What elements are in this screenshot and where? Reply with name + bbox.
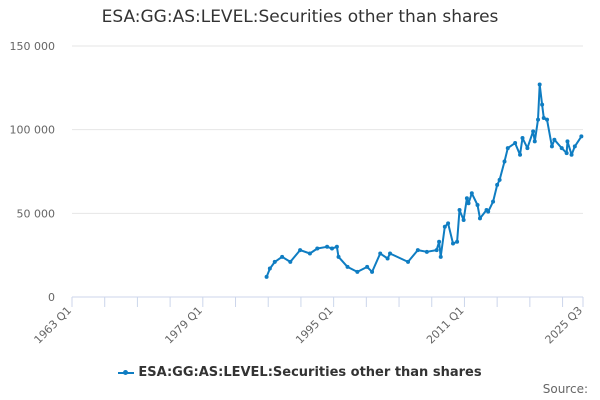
data-point (336, 254, 341, 259)
data-point (272, 259, 277, 264)
data-point (267, 266, 272, 271)
line-chart: 0 50 000 100 000 150 000 1963 Q1 1979 Q1 1995 … (10, 40, 586, 347)
data-point (365, 264, 370, 269)
series-line (265, 83, 583, 278)
data-point (552, 137, 557, 142)
data-point (502, 159, 507, 164)
y-tick-label: 150 000 (10, 40, 56, 53)
data-point (541, 115, 546, 120)
data-point (264, 274, 269, 279)
data-point (438, 254, 443, 259)
data-point (370, 269, 375, 274)
data-point (466, 201, 471, 206)
data-point (532, 139, 537, 144)
x-tick-label: 2011 Q1 (424, 304, 467, 347)
data-point (406, 259, 411, 264)
data-point (334, 244, 339, 249)
data-point (437, 239, 442, 244)
data-point (464, 196, 469, 201)
legend-item[interactable]: ESA:GG:AS:LEVEL:Securities other than sh… (0, 365, 600, 380)
x-tick-label: 1979 Q1 (162, 304, 205, 347)
data-point (298, 248, 303, 253)
legend-label: ESA:GG:AS:LEVEL:Securities other than sh… (138, 365, 482, 380)
data-point (565, 139, 570, 144)
data-point (378, 251, 383, 256)
data-point (355, 269, 360, 274)
data-point (475, 202, 480, 207)
data-point (307, 251, 312, 256)
y-tick-label: 50 000 (17, 207, 56, 220)
data-point (520, 136, 525, 141)
data-point (388, 251, 393, 256)
data-point (424, 249, 429, 254)
data-point (531, 129, 536, 134)
data-point (491, 199, 496, 204)
data-point (345, 264, 350, 269)
data-point (564, 151, 569, 156)
x-tick-label: 2025 Q3 (543, 304, 586, 347)
legend-line-marker-icon (118, 369, 135, 375)
x-tick-label: 1995 Q1 (293, 304, 336, 347)
data-point (537, 82, 542, 87)
data-point (385, 256, 390, 261)
y-tick-label: 0 (48, 291, 55, 304)
source-label: Source: (542, 382, 588, 396)
data-point (442, 224, 447, 229)
data-point (540, 102, 545, 107)
data-point (495, 182, 500, 187)
data-point (434, 248, 439, 253)
data-point (525, 146, 530, 151)
data-point (329, 246, 334, 251)
data-point (446, 221, 451, 226)
data-point (513, 141, 518, 146)
data-point (280, 254, 285, 259)
data-point (497, 177, 502, 182)
data-point (559, 146, 564, 151)
chart-title: ESA:GG:AS:LEVEL:Securities other than sh… (101, 7, 499, 27)
data-point (457, 207, 462, 212)
data-point (325, 244, 330, 249)
data-point (545, 117, 550, 122)
data-point (469, 191, 474, 196)
data-point (451, 241, 456, 246)
data-point (536, 117, 541, 122)
data-point (315, 246, 320, 251)
data-point (579, 134, 584, 139)
data-point (486, 209, 491, 214)
data-point (505, 146, 510, 151)
data-point (572, 144, 577, 149)
data-point (461, 218, 466, 223)
data-point (549, 144, 554, 149)
data-point (569, 152, 574, 157)
x-tick-label: 1963 Q1 (32, 304, 75, 347)
y-tick-label: 100 000 (10, 124, 56, 137)
data-point (455, 239, 460, 244)
data-point (288, 259, 293, 264)
data-point (415, 248, 420, 253)
data-point (477, 216, 482, 221)
data-point (518, 152, 523, 157)
